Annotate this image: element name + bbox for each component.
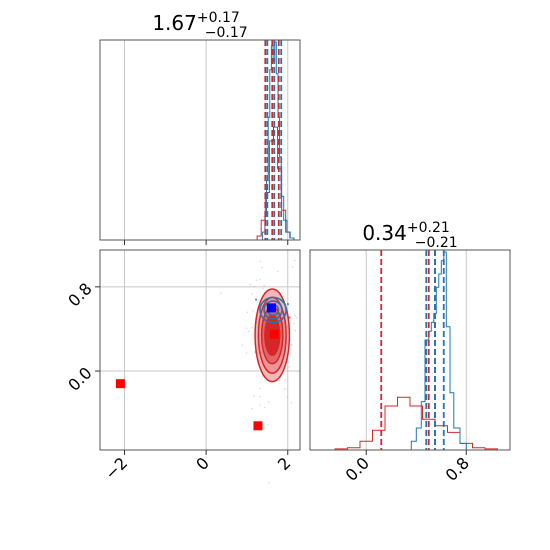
joint-x-tick-label-2: 2 [274, 453, 295, 474]
param-0-title-lower: −0.17 [205, 25, 248, 41]
param-0-quantile-lines [264, 40, 283, 240]
joint-sample-point [261, 266, 263, 269]
joint-sample-point [253, 285, 256, 288]
joint-sample-point [251, 326, 253, 329]
joint-sample-point [267, 401, 270, 403]
joint-sample-point [294, 314, 297, 317]
joint-sample-point [278, 379, 281, 382]
param-1-title: 0.34+0.21 −0.21 [362, 220, 457, 251]
joint-sample-point [259, 387, 261, 390]
joint-sample-point [282, 295, 285, 297]
joint-sample-point [286, 396, 288, 398]
joint-blue-marker [266, 303, 276, 313]
joint-sample-point [287, 361, 289, 364]
joint-sample-point [247, 330, 250, 333]
joint-sample-point [259, 278, 261, 281]
param-0-title-upper: +0.17 [197, 10, 240, 26]
param-1-red-histogram [322, 396, 498, 451]
joint-sample-point [259, 404, 261, 406]
joint-frame [99, 249, 301, 451]
joint-sample-point [245, 327, 248, 330]
param-1-grid [365, 250, 467, 450]
param-0-x-ticks [123, 240, 289, 245]
joint-sample-point [252, 310, 254, 312]
joint-sample-point [251, 293, 253, 295]
joint-x-ticks: −2 0 2 [101, 450, 295, 484]
joint-sample-point [291, 344, 293, 346]
joint-sample-point [295, 317, 298, 319]
joint-red-marker-0 [115, 379, 125, 389]
joint-sample-point [246, 311, 249, 314]
param-0-marginal-panel: 1.67+0.17 −0.17 [99, 10, 301, 245]
joint-y-tick-label-1: 0.8 [64, 279, 95, 310]
joint-sample-point [290, 237, 293, 239]
joint-sample-point [245, 352, 248, 354]
param-0-frame [99, 39, 301, 241]
joint-blue-contour-0 [259, 296, 287, 324]
joint-sample-point [284, 379, 287, 381]
joint-red-marker-2 [269, 329, 279, 339]
param-1-frame [309, 249, 511, 451]
joint-sample-point [267, 481, 270, 484]
joint-sample-point [262, 287, 265, 290]
joint-x-tick-label-0: −2 [101, 453, 131, 483]
param-1-quantile-lines [380, 250, 445, 450]
joint-red-marker-1 [253, 421, 263, 431]
param-1-x-tick-label-0: 0.0 [342, 453, 373, 484]
joint-sample-point [220, 292, 222, 295]
joint-sample-point [249, 283, 252, 286]
joint-y-ticks: 0.0 0.8 [64, 279, 100, 395]
joint-blue-sample-point [255, 298, 258, 301]
joint-blue-contour-1 [263, 300, 283, 320]
joint-markers [115, 303, 279, 431]
joint-sample-point [259, 395, 262, 398]
joint-y-tick-label-0: 0.0 [64, 363, 95, 394]
joint-sample-point [293, 259, 296, 262]
param-1-x-ticks: 0.0 0.8 [342, 450, 473, 485]
joint-sample-point [255, 279, 258, 282]
param-1-title-upper: +0.21 [407, 220, 450, 236]
param-0-grid [123, 40, 289, 240]
joint-sample-point [285, 388, 287, 390]
joint-sample-point [293, 322, 295, 325]
param-1-plot-area [310, 250, 510, 450]
joint-panel: −2 0 2 0.0 0.8 [64, 237, 314, 484]
joint-sample-point [294, 329, 297, 332]
joint-sample-point [251, 407, 253, 410]
joint-sample-point [241, 344, 244, 346]
joint-blue-sample-point [288, 316, 291, 319]
joint-sample-point [253, 395, 255, 397]
joint-sample-point [276, 270, 279, 273]
joint-sample-point [291, 266, 294, 268]
param-0-title: 1.67+0.17 −0.17 [152, 10, 247, 41]
joint-sample-point [264, 406, 266, 409]
joint-blue-sample-point [286, 303, 289, 306]
joint-sample-point [283, 388, 285, 391]
joint-sample-point [267, 424, 269, 426]
param-1-marginal-panel: 0.0 0.8 0.34+0.21 −0.21 [309, 220, 511, 485]
param-1-title-lower: −0.21 [415, 235, 458, 251]
joint-sample-point [290, 402, 293, 404]
param-0-title-value: 1.67 [152, 11, 197, 35]
joint-sample-point [263, 284, 266, 287]
param-1-blue-histogram [403, 251, 467, 451]
param-1-title-value: 0.34 [362, 221, 407, 245]
joint-sample-point [288, 365, 291, 368]
param-1-x-tick-label-1: 0.8 [442, 453, 473, 484]
joint-sample-point [259, 260, 262, 263]
param-1-histograms [322, 251, 498, 451]
joint-x-tick-label-1: 0 [192, 453, 213, 474]
